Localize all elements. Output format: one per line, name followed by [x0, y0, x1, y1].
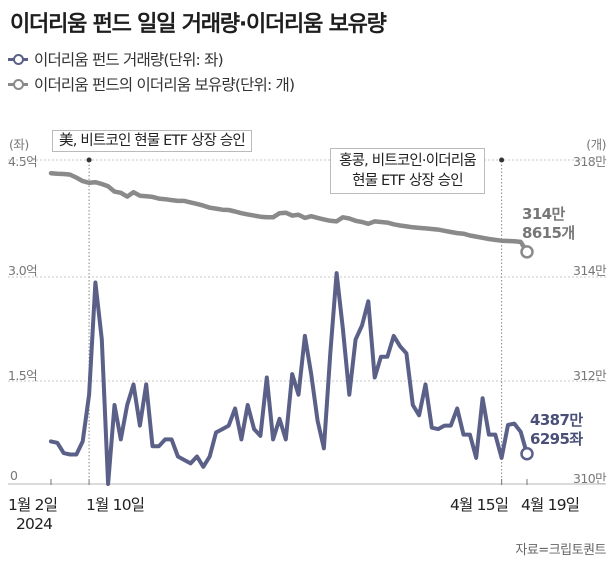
x-label-jan10: 1월 10일 — [86, 496, 145, 514]
annotation-dot — [86, 157, 92, 163]
x-label-jan2: 1월 2일 — [8, 496, 58, 514]
volume-end-value-line1: 4387만 — [530, 411, 583, 429]
line-marker-icon — [8, 53, 28, 65]
left-tick-label: 1.5억 — [8, 368, 38, 383]
right-tick-label: 312만 — [573, 368, 607, 383]
right-tick-label: 318만 — [573, 154, 607, 169]
annotation-hk-etf: 홍콩, 비트코인·이더리움 현물 ETF 상장 승인 — [330, 148, 485, 194]
right-tick-label: 314만 — [573, 263, 607, 278]
annotation-dot — [499, 157, 505, 163]
volume-end-label: 4387만 6295좌 — [530, 411, 583, 449]
source-note: 자료=크립토퀀트 — [515, 543, 606, 558]
x-label-apr15: 4월 15일 — [450, 496, 509, 514]
holdings-end-marker — [520, 245, 534, 259]
volume-end-value-line2: 6295좌 — [530, 430, 583, 448]
holdings-end-value-line2: 8615개 — [522, 224, 575, 242]
legend-label: 이더리움 펀드 거래량(단위: 좌) — [34, 51, 224, 69]
legend-label: 이더리움 펀드의 이더리움 보유량(단위: 개) — [34, 76, 295, 94]
left-tick-label: 4.5억 — [8, 154, 38, 169]
holdings-end-value-line1: 314만 — [522, 205, 565, 223]
left-tick-label: 0 — [10, 468, 18, 483]
legend-item-volume: 이더리움 펀드 거래량(단위: 좌) — [8, 48, 224, 70]
legend-item-holdings: 이더리움 펀드의 이더리움 보유량(단위: 개) — [8, 73, 295, 95]
volume-series-line — [49, 271, 529, 486]
holdings-series-line — [48, 170, 530, 255]
holdings-end-label: 314만 8615개 — [522, 205, 575, 243]
annotation-line: 현물 ETF 상장 승인 — [352, 173, 463, 189]
right-tick-label: 310만 — [573, 471, 607, 486]
chart-title: 이더리움 펀드 일일 거래량·이더리움 보유량 — [10, 12, 387, 37]
volume-end-marker — [520, 447, 534, 461]
annotation-us-etf: 美, 비트코인 현물 ETF 상장 승인 — [52, 130, 252, 152]
x-label-year: 2024 — [16, 515, 53, 533]
line-marker-icon — [8, 78, 28, 90]
right-axis-unit: (개) — [586, 137, 606, 152]
left-tick-label: 3.0억 — [8, 263, 38, 278]
annotation-line: 홍콩, 비트코인·이더리움 — [339, 153, 477, 169]
left-axis-unit: (좌) — [9, 137, 29, 152]
x-label-apr19: 4월 19일 — [521, 496, 580, 514]
